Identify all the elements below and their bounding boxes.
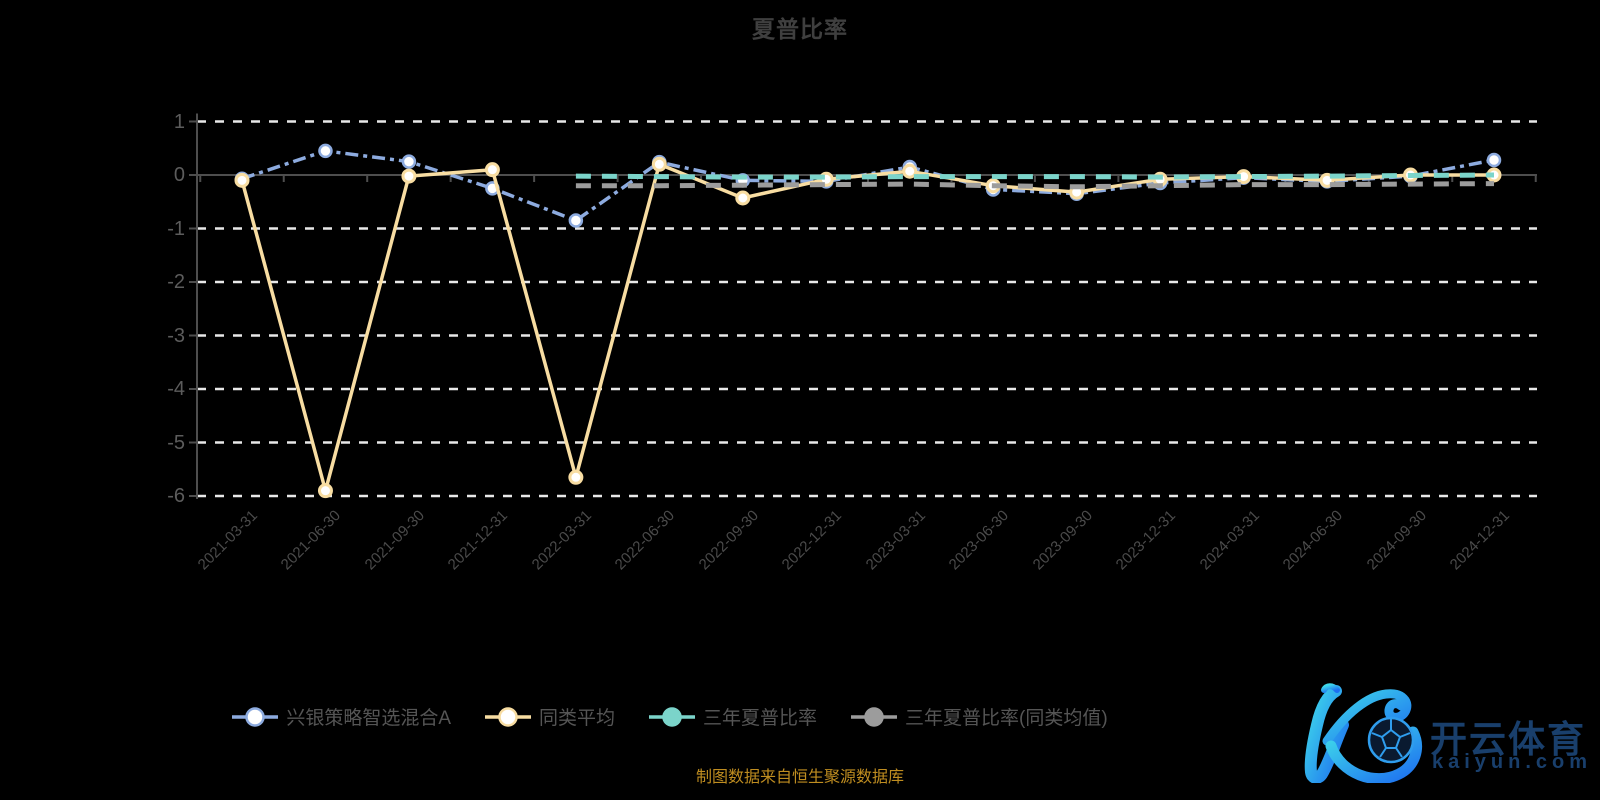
data-point-marker[interactable] [484,162,500,178]
data-point-marker[interactable] [401,168,417,184]
y-axis-tick-label: 1 [173,110,185,133]
y-axis-tick-label: -3 [167,324,185,347]
watermark-brand-text: 开云体育 [1430,719,1586,760]
data-point-marker[interactable] [735,190,751,206]
legend-marker-icon [232,706,279,727]
legend-label: 三年夏普比率(同类均值) [905,708,1108,729]
legend-marker-icon [851,706,898,727]
legend-label: 兴银策略智选混合A [286,708,451,729]
logo-bowl [1325,726,1422,783]
data-point-marker[interactable] [318,143,333,159]
series-三年夏普比率[interactable] [575,172,1495,180]
watermark: 开云体育 kaiyun.com [1290,665,1595,790]
data-point-marker[interactable] [401,154,417,169]
logo-k-stem [1304,685,1349,783]
legend-marker-icon [485,706,531,727]
legend-item-三年夏普比率[interactable]: 三年夏普比率 [649,703,817,730]
y-axis-tick-label: -4 [167,378,185,400]
data-point-marker[interactable] [651,156,667,172]
data-point-marker[interactable] [317,483,333,499]
chart-title: 夏普比率 [752,16,848,42]
data-point-marker[interactable] [568,469,584,485]
data-point-marker[interactable] [568,213,584,228]
y-axis-tick-label: -1 [167,217,185,240]
logo-k-leaf [1321,683,1340,693]
y-axis-tick-label: -6 [167,485,185,507]
series-line[interactable] [575,172,1495,180]
data-point-marker[interactable] [902,163,918,179]
logo-swirl [1322,689,1412,746]
y-axis-tick-label: -2 [167,271,185,293]
data-point-marker[interactable] [1486,152,1502,168]
legend-item-兴银策略智选混合A[interactable]: 兴银策略智选混合A [232,703,451,730]
y-axis-tick-label: 0 [173,164,185,186]
legend-label: 三年夏普比率 [703,708,818,729]
series-line[interactable] [575,181,1495,190]
legend-marker-icon [649,706,696,727]
kaiyun-logo-icon [1304,683,1422,783]
legend-label: 同类平均 [539,708,616,729]
y-axis-tick-label: -5 [167,431,185,454]
data-point-marker[interactable] [234,172,250,188]
watermark-url-text: kaiyun.com [1432,751,1593,773]
series-同类平均[interactable] [234,156,1502,499]
source-caption: 制图数据来自恒生聚源数据库 [695,769,904,786]
legend-item-同类平均[interactable]: 同类平均 [485,703,615,730]
series-三年夏普比率(同类均值)[interactable] [575,181,1495,190]
legend-item-三年夏普比率(同类均值)[interactable]: 三年夏普比率(同类均值) [851,703,1108,730]
chart-legend: 兴银策略智选混合A 同类平均 三年夏普比率 三年夏普比率(同类均值) [0,703,1340,730]
soccer-ball-icon [1367,716,1415,764]
